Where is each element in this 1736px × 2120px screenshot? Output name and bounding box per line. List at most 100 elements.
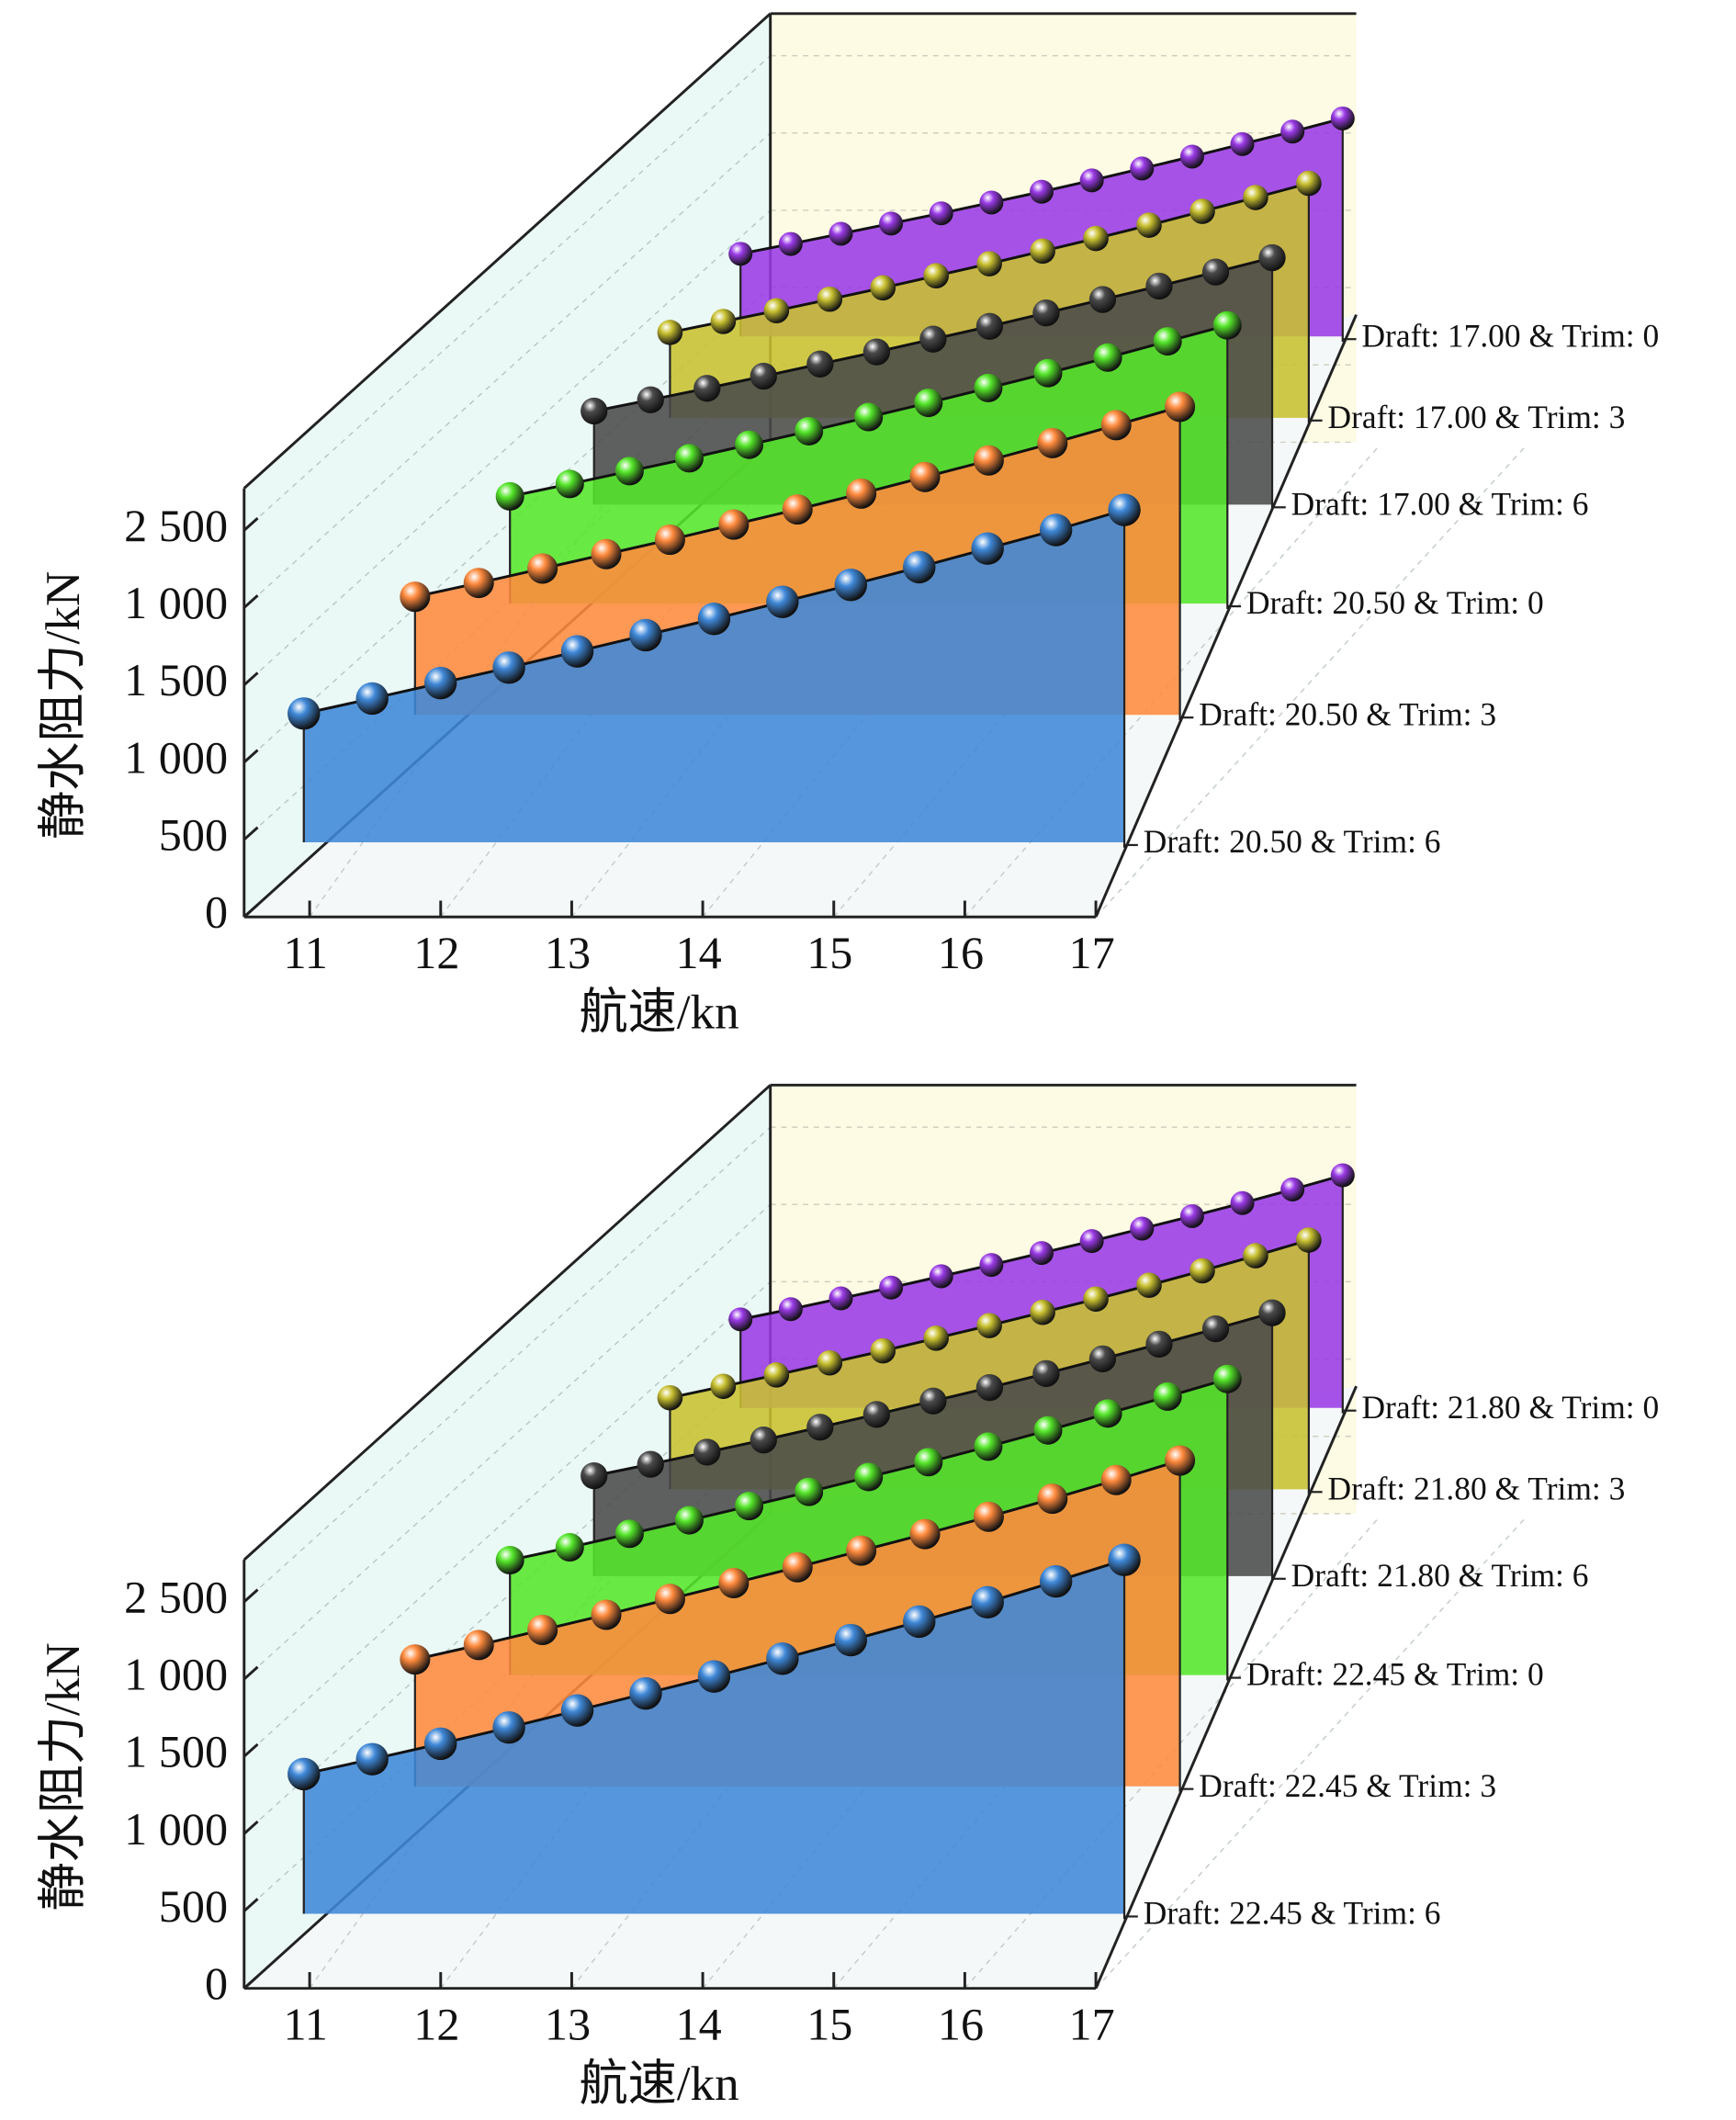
point (862, 1401, 890, 1428)
point (728, 242, 753, 266)
point (750, 1426, 777, 1454)
point (806, 350, 834, 378)
y-tick-label: 500 (159, 809, 228, 861)
point (923, 263, 949, 289)
y-tick (242, 826, 259, 841)
legend-label: Draft: 17.00 & Trim: 0 (1361, 317, 1659, 354)
point (903, 1605, 936, 1639)
point (1108, 1543, 1141, 1576)
point (674, 1505, 704, 1535)
point (355, 1742, 389, 1776)
chart: Draft: 21.80 & Trim: 0 Draft: 21.80 & Tri… (37, 1083, 1659, 2111)
grid-line (243, 1280, 772, 1757)
point (975, 312, 1004, 340)
x-axis-label: 航速/kn (580, 2058, 739, 2111)
x-tick-label: 11 (284, 927, 328, 978)
area (303, 1560, 1125, 1914)
x-tick-label: 12 (413, 927, 459, 978)
point (1108, 493, 1141, 526)
point (1079, 168, 1104, 193)
point (355, 682, 389, 716)
point (795, 1477, 824, 1506)
point (919, 1387, 947, 1415)
grid-line (243, 55, 772, 531)
legend-label: Draft: 22.45 & Trim: 0 (1246, 1656, 1544, 1693)
legend-label: Draft: 22.45 & Trim: 3 (1199, 1767, 1496, 1804)
y-tick (242, 1742, 259, 1758)
point (1083, 1286, 1109, 1313)
y-tick-label: 1 500 (124, 1726, 228, 1777)
point (560, 1694, 594, 1727)
point (778, 1297, 803, 1322)
point (974, 1432, 1003, 1461)
point (971, 532, 1004, 565)
point (1136, 212, 1162, 238)
point (766, 1642, 799, 1675)
point (903, 550, 936, 584)
y-tick (242, 671, 259, 686)
y-tick-label: 2 500 (124, 1571, 228, 1622)
point (527, 553, 558, 584)
point (614, 1519, 644, 1549)
point (763, 1362, 790, 1388)
x-tick-label: 14 (676, 927, 722, 978)
point (400, 1644, 431, 1675)
y-tick-label: 1 000 (124, 577, 228, 628)
axis-line (242, 1084, 772, 1562)
point (976, 1313, 1002, 1338)
point (973, 1501, 1004, 1532)
legend-label: Draft: 20.50 & Trim: 0 (1246, 584, 1544, 621)
legend-label: Draft: 17.00 & Trim: 3 (1328, 399, 1626, 435)
legend-label: Draft: 20.50 & Trim: 3 (1199, 695, 1496, 732)
point (674, 444, 704, 473)
point (846, 1535, 877, 1566)
point (463, 1629, 494, 1661)
point (629, 1676, 662, 1710)
grid-line (1095, 1518, 1526, 1990)
axis-line (1094, 314, 1358, 918)
x-tick-label: 15 (806, 927, 852, 978)
point (1088, 1345, 1117, 1372)
point (909, 1518, 941, 1550)
grid-line (243, 1203, 772, 1680)
point (854, 402, 884, 432)
point (423, 1727, 457, 1761)
point (614, 457, 644, 486)
point (1201, 1315, 1230, 1343)
x-tick-label: 13 (545, 1999, 591, 2050)
point (909, 461, 941, 492)
point (1130, 1216, 1155, 1241)
point (862, 338, 890, 366)
point (1039, 513, 1073, 547)
x-tick-label: 16 (938, 1999, 984, 2050)
point (976, 251, 1002, 276)
y-tick-label: 2 500 (124, 500, 228, 551)
point (287, 697, 321, 730)
point (971, 1585, 1004, 1619)
point (1145, 272, 1173, 300)
point (879, 211, 904, 236)
point (495, 481, 524, 511)
point (829, 1286, 853, 1311)
point (1230, 131, 1255, 156)
y-axis-label: 静水阻力/kN (37, 1642, 90, 1911)
y-tick-label: 1 000 (124, 1649, 228, 1700)
point (710, 309, 737, 334)
y-tick-label: 500 (159, 1880, 228, 1932)
x-tick-label: 13 (545, 927, 591, 978)
x-tick-label: 12 (413, 1999, 459, 2050)
point (1230, 1190, 1255, 1215)
point (697, 1660, 731, 1693)
point (560, 635, 594, 668)
point (1201, 258, 1230, 286)
point (1079, 1229, 1104, 1254)
y-tick-label: 1 000 (124, 731, 228, 783)
point (654, 524, 685, 556)
point (929, 1264, 953, 1289)
y-tick (242, 517, 259, 532)
point (1153, 1381, 1182, 1411)
grid-line (243, 132, 772, 609)
point (782, 494, 813, 525)
point (979, 1253, 1004, 1278)
point (1179, 144, 1204, 169)
